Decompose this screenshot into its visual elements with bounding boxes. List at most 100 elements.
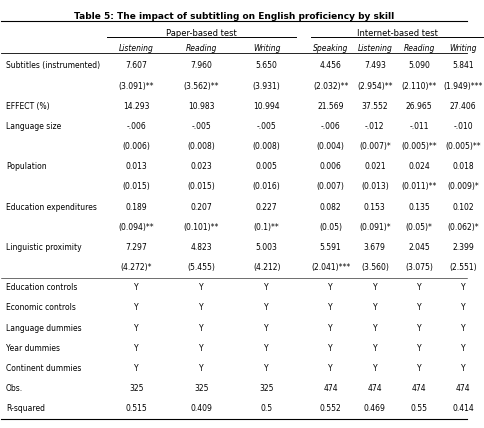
Text: Language size: Language size [6, 122, 61, 131]
Text: (0.011)**: (0.011)** [401, 182, 436, 191]
Text: R-squared: R-squared [6, 404, 45, 413]
Text: 7.297: 7.297 [125, 243, 147, 252]
Text: (1.949)***: (1.949)*** [443, 82, 482, 91]
Text: 0.469: 0.469 [363, 404, 385, 413]
Text: 0.55: 0.55 [409, 404, 427, 413]
Text: Y: Y [328, 303, 332, 312]
Text: (0.015): (0.015) [122, 182, 150, 191]
Text: 0.552: 0.552 [319, 404, 341, 413]
Text: 0.227: 0.227 [255, 202, 277, 211]
Text: (4.272)*: (4.272)* [121, 263, 152, 272]
Text: 474: 474 [455, 384, 469, 393]
Text: -.005: -.005 [191, 122, 211, 131]
Text: 21.569: 21.569 [317, 102, 343, 111]
Text: 0.153: 0.153 [363, 202, 385, 211]
Text: Y: Y [372, 283, 377, 292]
Text: 37.552: 37.552 [361, 102, 387, 111]
Text: Y: Y [199, 364, 203, 373]
Text: Education controls: Education controls [6, 283, 77, 292]
Text: (0.05): (0.05) [318, 223, 341, 232]
Text: Y: Y [199, 303, 203, 312]
Text: Y: Y [264, 344, 269, 353]
Text: Y: Y [199, 283, 203, 292]
Text: Paper-based test: Paper-based test [166, 29, 236, 38]
Text: Y: Y [264, 324, 269, 333]
Text: 0.102: 0.102 [452, 202, 473, 211]
Text: (2.032)**: (2.032)** [312, 82, 348, 91]
Text: (0.05)*: (0.05)* [405, 223, 432, 232]
Text: -.012: -.012 [364, 122, 384, 131]
Text: -.006: -.006 [320, 122, 340, 131]
Text: 3.679: 3.679 [363, 243, 385, 252]
Text: Reading: Reading [185, 44, 217, 53]
Text: Y: Y [372, 303, 377, 312]
Text: 5.841: 5.841 [452, 61, 473, 70]
Text: 26.965: 26.965 [405, 102, 431, 111]
Text: (2.110)**: (2.110)** [401, 82, 436, 91]
Text: 4.456: 4.456 [319, 61, 341, 70]
Text: 325: 325 [194, 384, 208, 393]
Text: Listening: Listening [357, 44, 392, 53]
Text: Y: Y [372, 364, 377, 373]
Text: (0.062)*: (0.062)* [447, 223, 478, 232]
Text: 5.650: 5.650 [255, 61, 277, 70]
Text: EFFECT (%): EFFECT (%) [6, 102, 49, 111]
Text: Listening: Listening [119, 44, 153, 53]
Text: 5.003: 5.003 [255, 243, 277, 252]
Text: 0.082: 0.082 [319, 202, 341, 211]
Text: 0.024: 0.024 [408, 162, 429, 171]
Text: 0.005: 0.005 [255, 162, 277, 171]
Text: Y: Y [328, 344, 332, 353]
Text: 0.5: 0.5 [260, 404, 272, 413]
Text: Y: Y [199, 324, 203, 333]
Text: Y: Y [460, 324, 465, 333]
Text: Subtitles (instrumented): Subtitles (instrumented) [6, 61, 100, 70]
Text: (2.954)**: (2.954)** [356, 82, 392, 91]
Text: 0.006: 0.006 [319, 162, 341, 171]
Text: 4.823: 4.823 [190, 243, 212, 252]
Text: Y: Y [134, 283, 138, 292]
Text: (5.455): (5.455) [187, 263, 215, 272]
Text: Y: Y [134, 324, 138, 333]
Text: (0.1)**: (0.1)** [253, 223, 279, 232]
Text: (0.094)**: (0.094)** [118, 223, 154, 232]
Text: Y: Y [416, 303, 421, 312]
Text: 10.983: 10.983 [188, 102, 214, 111]
Text: Y: Y [460, 303, 465, 312]
Text: -.006: -.006 [126, 122, 146, 131]
Text: (3.560): (3.560) [360, 263, 388, 272]
Text: Population: Population [6, 162, 46, 171]
Text: 5.090: 5.090 [407, 61, 429, 70]
Text: 0.018: 0.018 [452, 162, 473, 171]
Text: (0.101)**: (0.101)** [183, 223, 219, 232]
Text: 10.994: 10.994 [253, 102, 279, 111]
Text: 0.414: 0.414 [452, 404, 473, 413]
Text: 7.607: 7.607 [125, 61, 147, 70]
Text: Language dummies: Language dummies [6, 324, 81, 333]
Text: Y: Y [416, 344, 421, 353]
Text: Y: Y [134, 303, 138, 312]
Text: 0.021: 0.021 [363, 162, 385, 171]
Text: (2.041)***: (2.041)*** [310, 263, 349, 272]
Text: (0.009)*: (0.009)* [446, 182, 478, 191]
Text: (3.562)**: (3.562)** [183, 82, 219, 91]
Text: -.011: -.011 [408, 122, 428, 131]
Text: 14.293: 14.293 [123, 102, 149, 111]
Text: (0.013): (0.013) [360, 182, 388, 191]
Text: 0.189: 0.189 [125, 202, 147, 211]
Text: (0.008): (0.008) [187, 142, 215, 151]
Text: (4.212): (4.212) [252, 263, 280, 272]
Text: 474: 474 [323, 384, 337, 393]
Text: Y: Y [372, 324, 377, 333]
Text: Speaking: Speaking [312, 44, 348, 53]
Text: 5.591: 5.591 [319, 243, 341, 252]
Text: Obs.: Obs. [6, 384, 23, 393]
Text: 474: 474 [367, 384, 381, 393]
Text: 2.045: 2.045 [408, 243, 429, 252]
Text: 7.960: 7.960 [190, 61, 212, 70]
Text: -.010: -.010 [453, 122, 472, 131]
Text: Y: Y [328, 283, 332, 292]
Text: 0.515: 0.515 [125, 404, 147, 413]
Text: 325: 325 [259, 384, 273, 393]
Text: Y: Y [328, 324, 332, 333]
